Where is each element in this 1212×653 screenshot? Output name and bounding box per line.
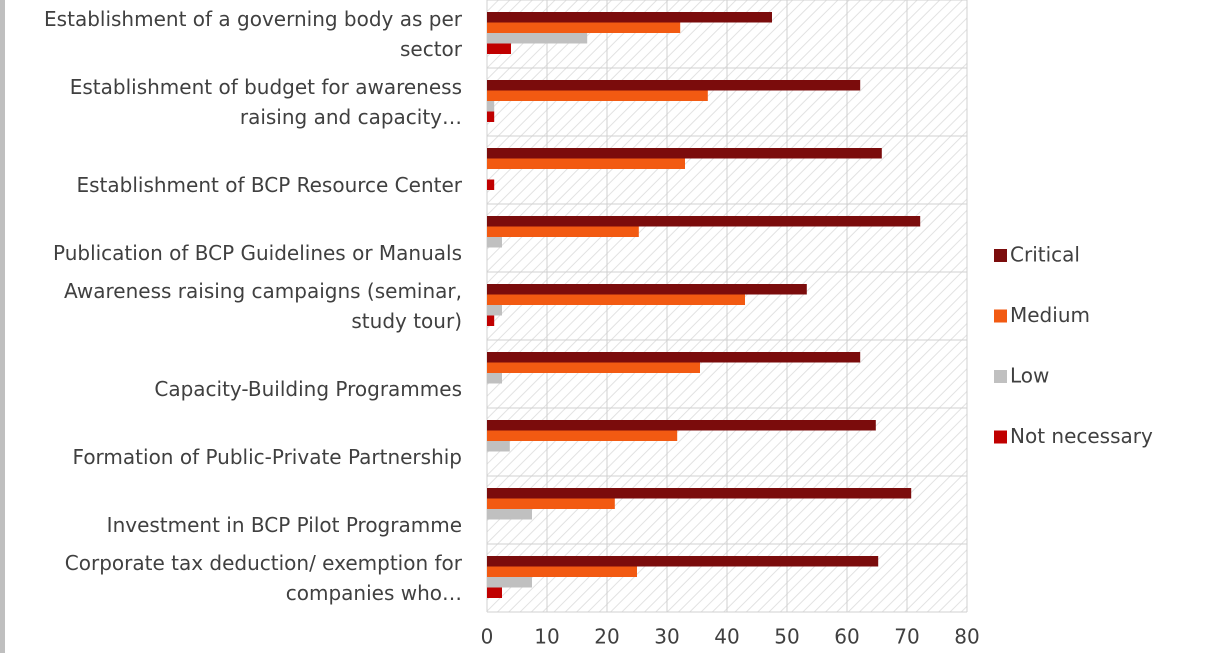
bar <box>487 12 772 23</box>
legend-swatch <box>994 249 1007 262</box>
legend-swatch <box>994 370 1007 383</box>
bar <box>487 441 510 452</box>
x-tick-label: 30 <box>654 625 679 649</box>
bar <box>487 373 502 384</box>
bar <box>487 509 532 520</box>
bar <box>487 420 876 431</box>
x-tick-label: 0 <box>481 625 494 649</box>
bar <box>487 158 685 169</box>
legend-label: Critical <box>1010 243 1080 267</box>
bar <box>487 111 495 122</box>
bar <box>487 148 882 159</box>
bar <box>487 90 708 101</box>
legend-swatch <box>994 309 1007 323</box>
y-tick-label: Corporate tax deduction/ exemption for c… <box>65 551 463 605</box>
y-tick-label: Establishment of BCP Resource Center <box>77 173 463 197</box>
y-tick-label: Establishment of a governing body as per… <box>44 7 463 61</box>
bar <box>487 352 861 363</box>
y-tick-label: Investment in BCP Pilot Programme <box>107 513 462 537</box>
bar <box>487 33 588 44</box>
bar <box>487 179 495 190</box>
bar <box>487 315 495 326</box>
bar <box>487 498 615 509</box>
x-tick-label: 40 <box>714 625 739 649</box>
x-tick-label: 80 <box>954 625 979 649</box>
bar <box>487 294 745 305</box>
y-tick-label: Formation of Public-Private Partnership <box>73 445 462 469</box>
bar <box>487 226 639 237</box>
bar <box>487 237 502 248</box>
bar <box>487 556 879 567</box>
bar <box>487 101 495 112</box>
bar <box>487 577 532 588</box>
frame-edge <box>0 0 5 653</box>
bar <box>487 284 807 295</box>
bar <box>487 216 921 227</box>
y-tick-label: Publication of BCP Guidelines or Manuals <box>53 241 462 265</box>
bar <box>487 566 637 577</box>
x-tick-label: 60 <box>834 625 859 649</box>
bar <box>487 587 502 598</box>
x-tick-label: 70 <box>894 625 919 649</box>
x-tick-label: 10 <box>534 625 559 649</box>
legend-label: Medium <box>1010 303 1090 327</box>
y-tick-label: Establishment of budget for awareness ra… <box>70 75 462 129</box>
bar <box>487 43 511 54</box>
bar <box>487 305 502 316</box>
y-tick-label: Capacity-Building Programmes <box>154 377 462 401</box>
bar <box>487 488 912 499</box>
legend-swatch <box>994 430 1007 444</box>
x-tick-label: 50 <box>774 625 799 649</box>
y-tick-label: Awareness raising campaigns (seminar, st… <box>64 279 462 333</box>
bar <box>487 80 861 91</box>
x-tick-label: 20 <box>594 625 619 649</box>
bar <box>487 430 678 441</box>
legend-label: Low <box>1010 364 1049 388</box>
bar <box>487 362 700 373</box>
legend-label: Not necessary <box>1010 424 1153 448</box>
bar <box>487 22 681 33</box>
